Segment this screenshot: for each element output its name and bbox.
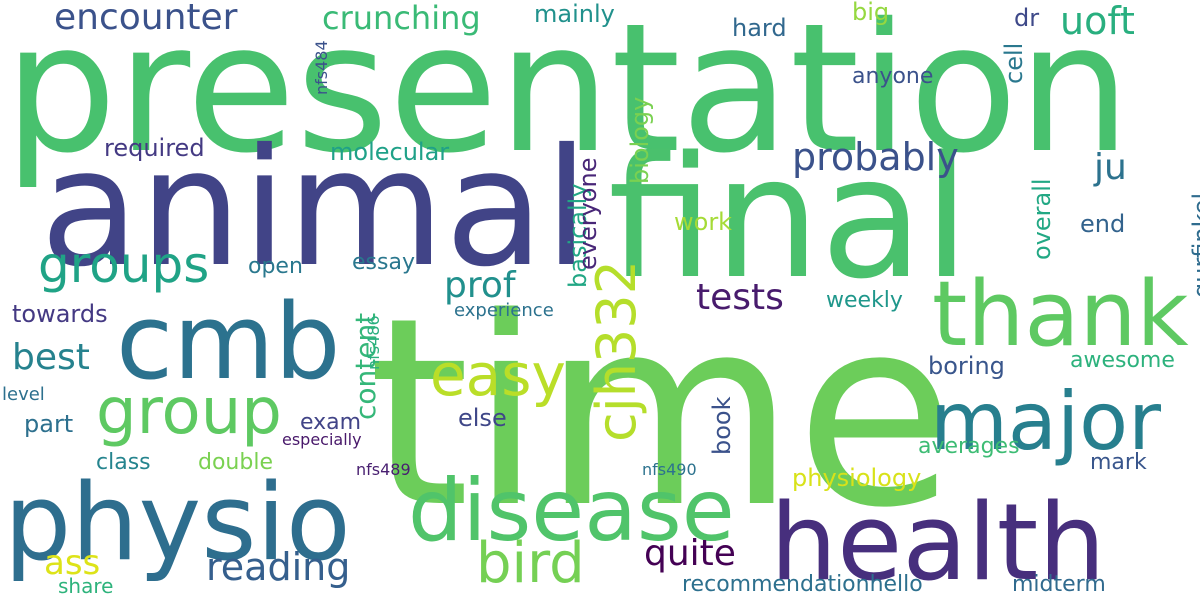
word-book: book — [708, 396, 736, 456]
word-reading: reading — [206, 545, 351, 589]
word-physiology: physiology — [792, 464, 922, 492]
word-nfs489: nfs489 — [356, 460, 411, 479]
word-time: time — [368, 263, 956, 565]
word-end: end — [1080, 210, 1126, 238]
word-probably: probably — [792, 135, 959, 179]
word-class: class — [96, 450, 151, 475]
word-crunching: crunching — [322, 0, 481, 37]
word-dr: dr — [1014, 4, 1040, 32]
word-else: else — [458, 404, 507, 432]
word-open: open — [248, 254, 303, 279]
word-uoft: uoft — [1060, 0, 1135, 43]
word-double: double — [198, 450, 273, 475]
word-weekly: weekly — [826, 288, 903, 313]
word-group: group — [96, 375, 282, 449]
word-work: work — [674, 208, 733, 236]
word-best: best — [12, 337, 90, 378]
word-anyone: anyone — [852, 64, 934, 89]
word-exam: exam — [300, 410, 362, 435]
word-cjh332: cjh332 — [585, 260, 648, 442]
word-animal: animal — [40, 115, 590, 303]
word-quite: quite — [644, 533, 736, 574]
word-part: part — [24, 410, 74, 438]
word-bird: bird — [476, 531, 585, 596]
word-recommendationhello: recommendationhello — [682, 572, 923, 597]
word-awesome: awesome — [1070, 348, 1175, 373]
word-presentation: presentation — [4, 0, 1131, 192]
word-gurfinkel: gurfinkel — [1188, 192, 1200, 298]
word-molecular: molecular — [330, 138, 450, 166]
word-mainly: mainly — [534, 0, 615, 28]
word-midterm: midterm — [1012, 572, 1106, 597]
word-nfs484: nfs484 — [312, 40, 331, 95]
word-everyone: everyone — [574, 157, 602, 270]
word-averages: averages — [918, 434, 1020, 459]
word-cell: cell — [1000, 42, 1028, 84]
word-mark: mark — [1090, 450, 1147, 475]
word-essay: essay — [352, 250, 415, 275]
word-physio: physio — [4, 461, 351, 584]
word-thank: thank — [932, 262, 1189, 367]
word-required: required — [104, 134, 205, 162]
word-ass: ass — [44, 543, 101, 583]
word-ju: ju — [1094, 147, 1127, 188]
word-tests: tests — [696, 277, 784, 318]
word-nfs490: nfs490 — [642, 460, 697, 479]
word-boring: boring — [928, 352, 1005, 380]
word-towards: towards — [12, 300, 108, 328]
word-biology: biology — [626, 96, 654, 184]
word-especially: especially — [282, 430, 362, 449]
word-prof: prof — [444, 265, 516, 306]
word-share: share — [58, 574, 114, 598]
word-level: level — [2, 384, 45, 405]
word-hard: hard — [732, 14, 787, 42]
word-major: major — [930, 375, 1162, 468]
word-groups: groups — [38, 236, 210, 294]
word-final: final — [608, 120, 970, 316]
word-experience: experience — [454, 300, 554, 321]
word-disease: disease — [408, 461, 735, 561]
word-health: health — [770, 481, 1106, 600]
word-big: big — [852, 0, 890, 26]
word-overall: overall — [1028, 178, 1056, 260]
word-easy: easy — [430, 341, 566, 409]
word-nfs486: nfs486 — [364, 315, 383, 370]
word-encounter: encounter — [54, 0, 238, 38]
word-cmb: cmb — [116, 281, 341, 403]
